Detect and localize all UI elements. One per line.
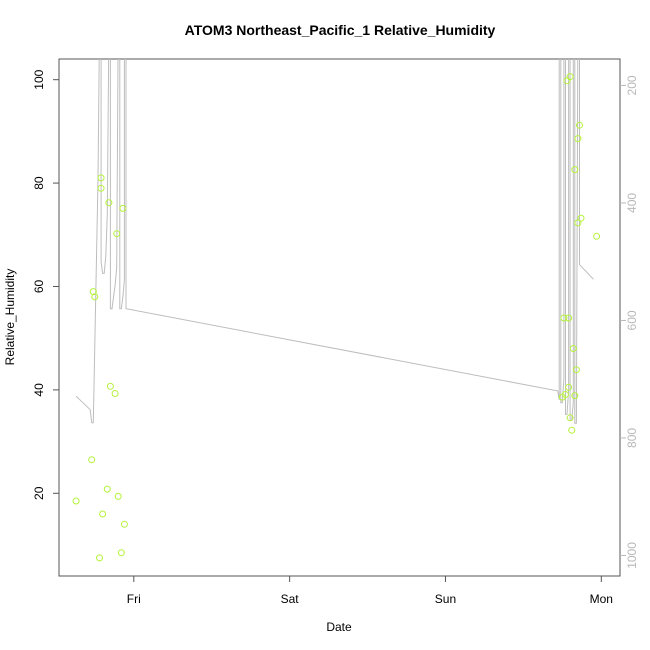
y-tick-label: 100 — [32, 69, 46, 89]
data-point — [571, 166, 579, 174]
y2-tick-label: 800 — [625, 428, 639, 448]
y-axis-right: 200 400 600 800 1000 — [620, 75, 639, 569]
y-tick-label: 20 — [32, 486, 46, 500]
data-point — [565, 314, 573, 322]
data-point — [97, 184, 105, 192]
y2-tick-label: 1000 — [625, 542, 639, 569]
data-point — [113, 230, 121, 238]
data-point — [574, 135, 582, 143]
data-point — [572, 366, 580, 374]
data-point — [97, 174, 105, 182]
x-tick-label: Mon — [590, 592, 613, 606]
data-point — [568, 426, 576, 434]
data-point — [574, 219, 582, 227]
data-point — [571, 392, 579, 400]
data-point — [117, 549, 125, 557]
data-point — [103, 485, 111, 493]
data-point — [99, 510, 107, 518]
data-point — [119, 204, 127, 212]
data-point — [593, 232, 601, 240]
data-point — [562, 391, 569, 398]
data-point — [569, 345, 577, 352]
y-tick-label: 60 — [32, 279, 46, 293]
x-axis-label: Date — [326, 620, 352, 634]
data-point — [96, 554, 103, 562]
x-tick-label: Fri — [127, 592, 141, 606]
y-axis-left: 20 40 60 80 100 — [32, 69, 59, 500]
data-point — [566, 73, 574, 81]
plot-frame — [58, 58, 621, 577]
data-point — [566, 414, 574, 422]
y2-tick-label: 400 — [625, 193, 639, 213]
data-point — [111, 390, 119, 397]
y-tick-label: 80 — [32, 176, 46, 190]
data-point — [560, 314, 568, 322]
pressure-line — [75, 59, 594, 424]
chart-title: ATOM3 Northeast_Pacific_1 Relative_Humid… — [185, 22, 496, 38]
y2-tick-label: 200 — [625, 75, 639, 95]
y-tick-label: 40 — [32, 383, 46, 397]
pressure-line-layer — [75, 59, 594, 424]
data-point — [105, 199, 113, 207]
x-axis: Fri Sat Sun Mon — [127, 576, 613, 606]
x-tick-label: Sat — [281, 592, 300, 606]
x-tick-label: Sun — [435, 592, 456, 606]
data-point — [577, 214, 585, 222]
humidity-points-layer — [72, 73, 601, 562]
data-point — [120, 520, 128, 528]
data-point — [72, 497, 80, 505]
data-point — [114, 492, 122, 500]
data-point — [91, 293, 99, 301]
y-axis-label: Relative_Humidity — [3, 269, 17, 366]
data-point — [88, 456, 96, 464]
y2-tick-label: 600 — [625, 310, 639, 330]
data-point — [576, 121, 583, 129]
data-point — [565, 383, 573, 391]
data-point — [106, 382, 114, 390]
